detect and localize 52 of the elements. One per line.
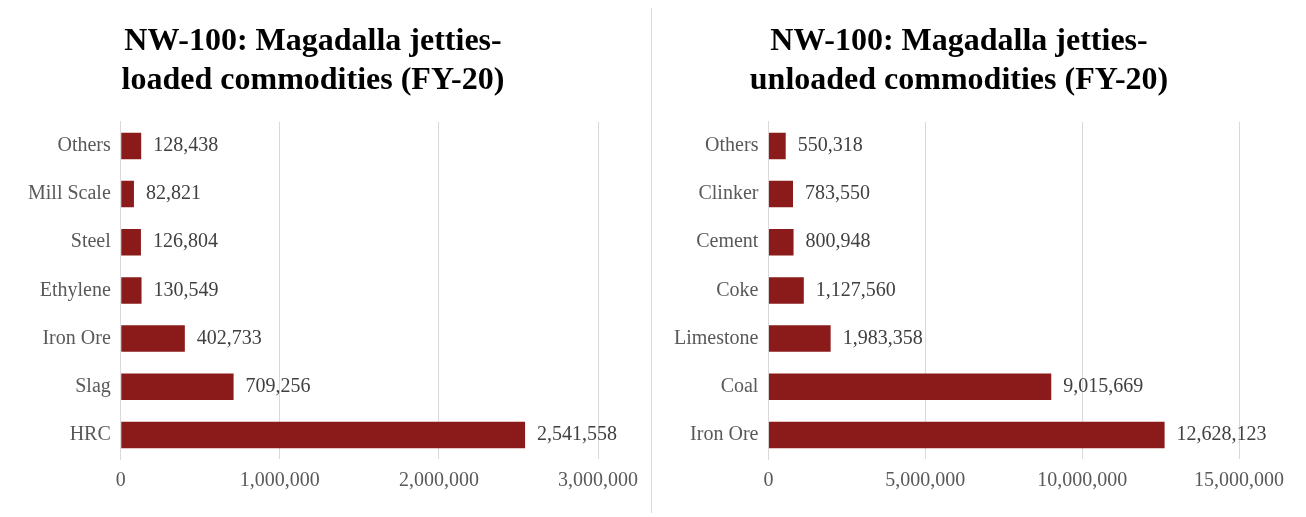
y-tick-label: Limestone — [673, 325, 759, 348]
chart-title: NW-100: Magadalla jetties-unloaded commodities (FY-20) — [749, 21, 1169, 96]
data-label: 82,821 — [145, 181, 201, 204]
y-tick-label: Cement — [696, 229, 759, 252]
x-tick-label: 5,000,000 — [885, 468, 966, 491]
y-tick-label: Mill Scale — [28, 181, 111, 204]
data-label: 128,438 — [153, 133, 219, 156]
bar — [768, 325, 831, 352]
y-tick-label: Iron Ore — [42, 325, 111, 348]
bar — [768, 132, 786, 160]
y-tick-label: Steel — [70, 229, 112, 252]
data-label: 130,549 — [153, 277, 219, 300]
data-label: 550,318 — [797, 133, 863, 156]
x-tick-label: 0 — [763, 468, 774, 491]
y-tick-label: Others — [57, 133, 111, 156]
bar — [768, 228, 794, 256]
bar — [121, 228, 141, 256]
y-tick-label: Coke — [716, 277, 759, 300]
bar — [121, 180, 134, 208]
x-tick-label: 2,000,000 — [398, 468, 479, 491]
bar — [121, 421, 526, 449]
y-tick-label: Slag — [75, 373, 111, 397]
data-label: 2,541,558 — [537, 422, 618, 445]
chart-title: NW-100: Magadalla jetties-loaded commodities (FY-20) — [121, 21, 505, 96]
data-label: 800,948 — [805, 229, 871, 252]
x-tick-label: 3,000,000 — [558, 468, 638, 491]
bar — [768, 180, 794, 208]
x-tick-label: 0 — [115, 468, 126, 491]
x-tick-label: 10,000,000 — [1037, 468, 1128, 491]
y-tick-label: Others — [705, 133, 759, 156]
data-label: 1,127,560 — [815, 277, 896, 300]
data-label: 9,015,669 — [1063, 373, 1144, 396]
bar — [768, 373, 1052, 400]
data-label: 402,733 — [196, 325, 262, 348]
y-tick-label: HRC — [69, 422, 111, 445]
x-tick-label: 1,000,000 — [239, 468, 320, 491]
bar — [768, 277, 804, 304]
data-label: 709,256 — [245, 373, 311, 396]
data-label: 783,550 — [805, 181, 871, 204]
bar — [121, 277, 142, 304]
data-label: 12,628,123 — [1176, 422, 1267, 445]
data-label: 126,804 — [152, 229, 218, 252]
bar — [121, 132, 142, 160]
bar — [768, 421, 1165, 449]
data-label: 1,983,358 — [842, 325, 923, 348]
y-tick-label: Coal — [720, 373, 759, 396]
y-tick-label: Iron Ore — [690, 422, 759, 445]
x-tick-label: 15,000,000 — [1194, 468, 1284, 491]
y-tick-label: Clinker — [698, 181, 759, 204]
bar — [121, 325, 185, 352]
bar — [121, 373, 234, 400]
y-tick-label: Ethylene — [39, 277, 111, 301]
